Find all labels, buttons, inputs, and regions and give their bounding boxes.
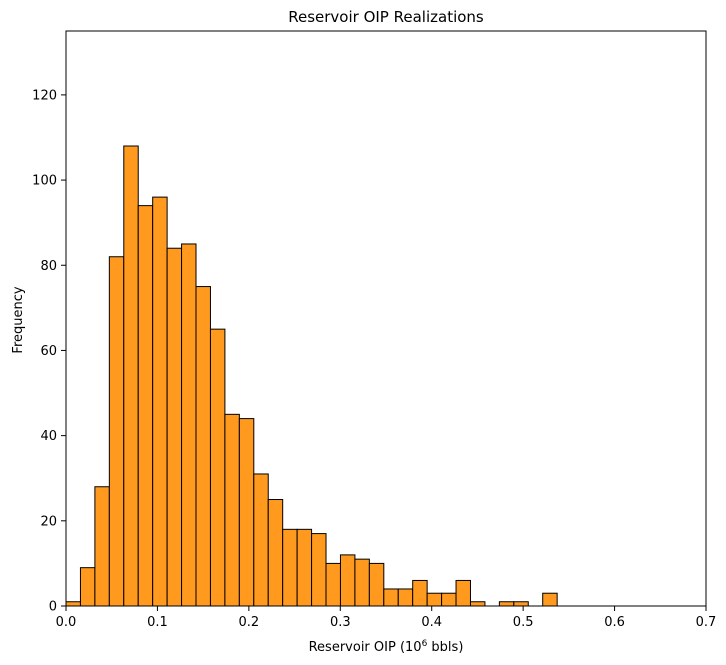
histogram-bar: [426, 592, 443, 607]
histogram-bar: [209, 328, 226, 607]
histogram-bar: [368, 562, 385, 607]
y-tick-label: 100: [32, 174, 57, 189]
histogram-bars: [65, 145, 558, 607]
histogram-bar: [412, 579, 428, 607]
histogram-bar: [253, 473, 269, 607]
histogram-bar: [311, 533, 327, 607]
histogram-bar: [238, 418, 255, 607]
histogram-bar: [339, 554, 356, 607]
histogram-bar: [498, 601, 515, 607]
histogram-bar: [267, 499, 284, 607]
x-axis-label-superscript: 6: [422, 639, 428, 649]
histogram-bar: [166, 247, 183, 607]
x-axis-ticks: 0.0 0.1 0.2 0.3 0.4 0.5 0.6 0.7: [56, 606, 717, 630]
x-axis-label-tail: bbls): [427, 640, 463, 655]
chart-title: Reservoir OIP Realizations: [288, 8, 484, 26]
histogram-bar: [455, 579, 471, 607]
histogram-bar: [325, 562, 341, 607]
histogram-bar: [441, 592, 457, 607]
x-tick-label: 0.3: [330, 615, 351, 630]
x-axis-label: Reservoir OIP (106 bbls): [309, 639, 464, 655]
histogram-bar: [181, 243, 197, 607]
histogram-bar: [65, 601, 81, 607]
x-tick-label: 0.1: [147, 615, 168, 630]
x-tick-label: 0.6: [604, 615, 625, 630]
x-tick-label: 0.7: [696, 615, 717, 630]
histogram-bar: [354, 558, 370, 607]
y-tick-label: 80: [40, 259, 57, 274]
x-tick-label: 0.4: [421, 615, 442, 630]
histogram-bar: [94, 486, 110, 607]
x-axis-label-main: Reservoir OIP (10: [309, 640, 422, 655]
x-tick-label: 0.5: [513, 615, 534, 630]
histogram-bar: [195, 286, 211, 607]
histogram-bar: [542, 592, 558, 607]
histogram-bar: [469, 601, 486, 607]
y-axis-label: Frequency: [11, 286, 26, 353]
histogram-bar: [383, 588, 399, 607]
plot-frame: [65, 30, 707, 607]
histogram-bar: [296, 528, 313, 607]
x-tick-label: 0.2: [239, 615, 260, 630]
histogram-bar: [79, 567, 96, 607]
histogram-bar: [108, 256, 125, 607]
y-tick-label: 120: [32, 88, 57, 103]
histogram-bar: [282, 528, 298, 607]
y-tick-label: 20: [40, 514, 57, 529]
y-tick-label: 40: [40, 429, 57, 444]
y-axis-ticks: 0 20 40 60 80 100 120: [32, 88, 66, 615]
y-tick-label: 0: [49, 600, 57, 615]
histogram-bar: [137, 205, 154, 607]
y-tick-label: 60: [40, 344, 57, 359]
histogram-bar: [152, 196, 168, 607]
histogram-bar: [397, 588, 414, 607]
histogram-bar: [123, 145, 139, 607]
histogram-bar: [513, 601, 529, 607]
histogram-bar: [224, 413, 240, 607]
x-tick-label: 0.0: [56, 615, 77, 630]
